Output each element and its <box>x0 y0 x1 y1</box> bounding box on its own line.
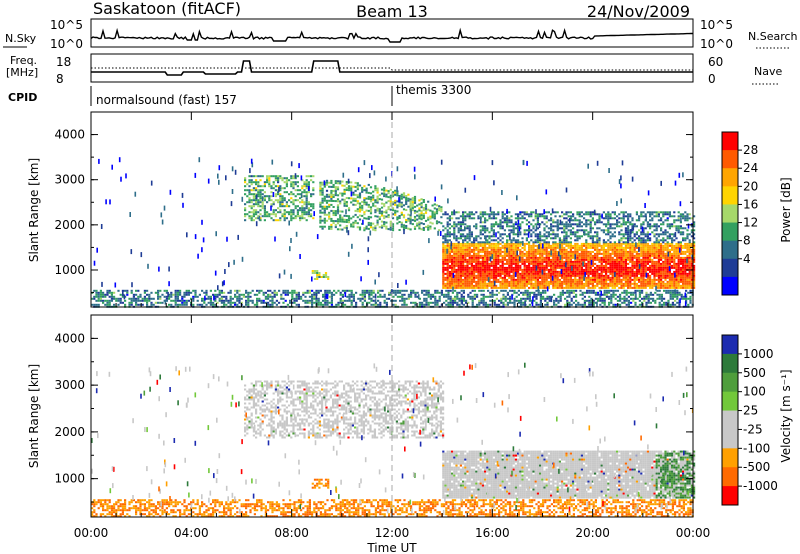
freq-label: Freq. <box>10 54 37 67</box>
cpid-label: CPID <box>8 91 37 104</box>
colorbar-swatch <box>722 168 738 187</box>
power-panel: 1000 2000 3000 4000 Slant Range [km] <box>27 111 696 308</box>
power-colorbar-label: Power [dB] <box>779 177 793 242</box>
colorbar-tick-label: 16 <box>743 197 758 211</box>
colorbar-tick-label: -100 <box>743 441 770 455</box>
nsky-label: N.Sky <box>5 32 37 45</box>
date-title: 24/Nov/2009 <box>587 2 690 21</box>
y-tick-label: 3000 <box>54 173 85 187</box>
velocity-colorbar-label: Velocity [m s⁻¹] <box>779 369 793 462</box>
nsearch-label: N.Search <box>748 30 798 43</box>
x-tick-label: 20:00 <box>575 526 610 540</box>
nave-tick-top: 60 <box>708 55 723 69</box>
nsky-tick-bottom: 10^0 <box>50 37 83 51</box>
colorbar-swatch <box>722 240 738 260</box>
x-tick-label: 00:00 <box>676 526 711 540</box>
power-colorbar: 28 24 20 16 12 8 4 <box>721 131 758 296</box>
colorbar-swatch <box>722 258 738 278</box>
colorbar-swatch <box>722 467 738 487</box>
colorbar-tick-label: 20 <box>743 179 758 193</box>
colorbar-tick-label: 4 <box>743 252 751 266</box>
colorbar-tick-label: -1000 <box>743 479 778 493</box>
colorbar-swatch <box>722 410 738 430</box>
nave-trace <box>91 67 693 71</box>
colorbar-swatch <box>722 222 738 242</box>
nsky-tick-top: 10^5 <box>50 18 83 32</box>
beam-title: Beam 13 <box>356 2 428 21</box>
colorbar-swatch <box>722 276 738 296</box>
y-tick-label: 2000 <box>54 218 85 232</box>
colorbar-swatch <box>722 204 738 224</box>
freq-panel: Freq. [MHz] 18 8 60 0 Nave <box>6 53 782 86</box>
velocity-ylabel: Slant Range [km] <box>27 364 41 468</box>
velocity-panel: 1000 2000 3000 4000 Slant Range [km] <box>27 314 696 518</box>
colorbar-swatch <box>722 335 738 355</box>
nave-tick-bottom: 0 <box>708 72 716 86</box>
velocity-colorbar: 1000 500 100 25 -25 -100 -500 -1000 <box>721 334 778 506</box>
colorbar-swatch <box>722 486 738 506</box>
nsky-trace <box>90 27 693 43</box>
colorbar-tick-label: 25 <box>743 404 758 418</box>
freq-unit: [MHz] <box>6 66 38 79</box>
colorbar-swatch <box>722 353 738 374</box>
colorbar-swatch <box>722 132 738 151</box>
power-ylabel: Slant Range [km] <box>27 158 41 262</box>
colorbar-tick-label: 100 <box>743 385 766 399</box>
nsearch-tick-top: 10^5 <box>700 18 733 32</box>
colorbar-tick-label: 12 <box>743 216 758 230</box>
y-tick-label: 3000 <box>54 378 85 392</box>
colorbar-tick-label: 500 <box>743 366 766 380</box>
nsky-panel: N.Sky 10^5 10^0 10^5 10^0 N.Search <box>3 18 798 51</box>
colorbar-tick-label: -500 <box>743 460 770 474</box>
y-tick-label: 1000 <box>54 263 85 277</box>
y-tick-label: 2000 <box>54 425 85 439</box>
station-title: Saskatoon (fitACF) <box>93 0 241 18</box>
colorbar-swatch <box>722 448 738 468</box>
x-tick-label: 12:00 <box>375 526 410 540</box>
nave-label: Nave <box>754 65 782 78</box>
time-axis-label: Time UT <box>366 541 417 554</box>
colorbar-swatch <box>722 150 738 169</box>
freq-tick-top: 18 <box>56 55 71 69</box>
cpid-entry-normalsound: normalsound (fast) 157 <box>96 93 237 107</box>
y-tick-label: 1000 <box>54 472 85 486</box>
x-tick-label: 00:00 <box>74 526 109 540</box>
colorbar-swatch <box>722 429 738 449</box>
x-tick-label: 08:00 <box>274 526 309 540</box>
power-echoes <box>91 157 696 308</box>
cpid-entry-themis: themis 3300 <box>396 83 471 97</box>
cpid-strip: CPID normalsound (fast) 157 themis 3300 <box>8 83 471 107</box>
colorbar-swatch <box>722 372 738 393</box>
freq-tick-bottom: 8 <box>56 72 64 86</box>
y-tick-label: 4000 <box>54 128 85 142</box>
colorbar-tick-label: -25 <box>743 422 763 436</box>
colorbar-swatch <box>722 391 738 412</box>
colorbar-swatch <box>722 186 738 205</box>
time-axis: 00:00 04:00 08:00 12:00 16:00 20:00 00:00 <box>74 112 711 540</box>
colorbar-tick-label: 8 <box>743 234 751 248</box>
y-tick-label: 4000 <box>54 331 85 345</box>
velocity-echoes <box>91 362 696 518</box>
nsearch-tick-bottom: 10^0 <box>700 37 733 51</box>
x-tick-label: 16:00 <box>475 526 510 540</box>
colorbar-tick-label: 24 <box>743 161 758 175</box>
colorbar-tick-label: 1000 <box>743 347 774 361</box>
freq-trace <box>91 60 693 76</box>
x-tick-label: 04:00 <box>174 526 209 540</box>
colorbar-tick-label: 28 <box>743 143 758 157</box>
